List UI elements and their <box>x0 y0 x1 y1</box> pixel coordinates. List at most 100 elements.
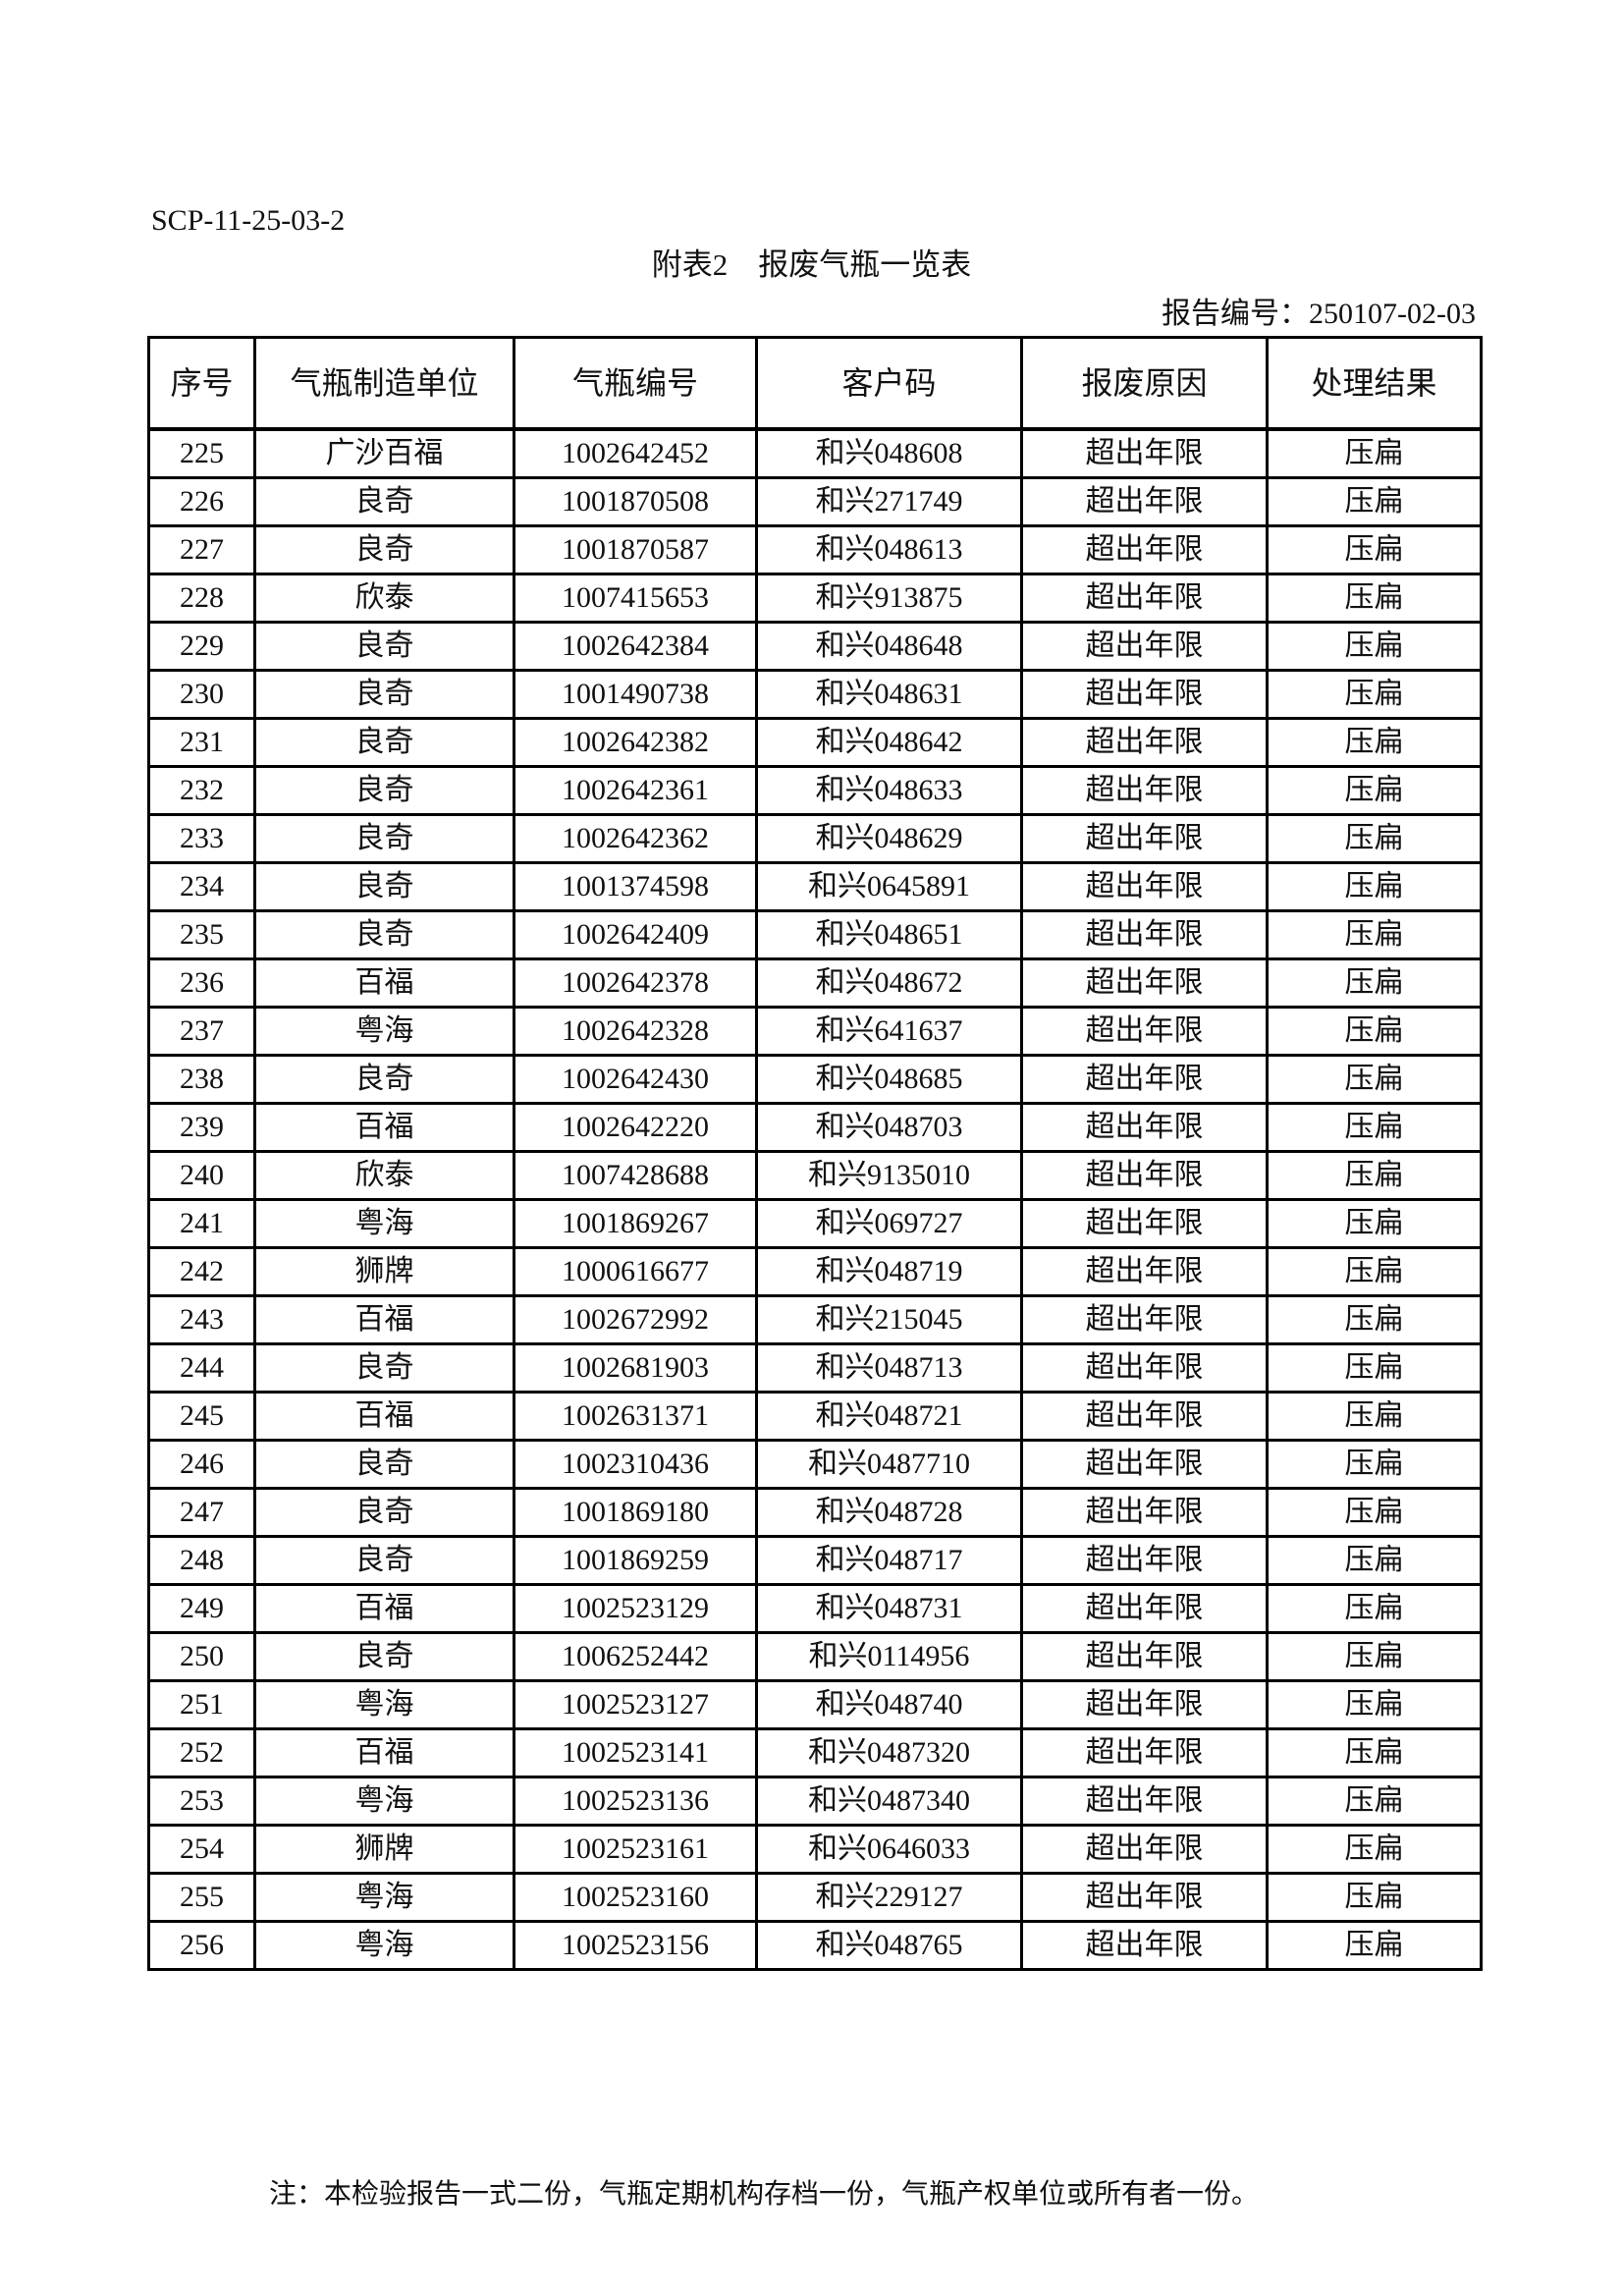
col-result-cell: 压扁 <box>1266 1391 1483 1442</box>
col-scrap-reason-cell: 超出年限 <box>1020 1872 1269 1923</box>
col-manufacturer-cell: 良奇 <box>253 621 515 672</box>
col-result-cell: 压扁 <box>1266 1824 1483 1875</box>
col-cylinder-no-cell: 1002642430 <box>513 1054 758 1105</box>
col-cylinder-no-cell: 1002523127 <box>513 1679 758 1730</box>
col-result-cell: 压扁 <box>1266 1198 1483 1249</box>
col-scrap-reason-cell: 超出年限 <box>1020 1439 1269 1490</box>
col-manufacturer-cell: 良奇 <box>253 909 515 960</box>
col-manufacturer-cell: 良奇 <box>253 813 515 864</box>
col-result-cell: 压扁 <box>1266 1487 1483 1538</box>
table-row: 234 良奇 1001374598 和兴0645891 超出年限 压扁 <box>147 861 1483 912</box>
col-scrap-reason-cell: 超出年限 <box>1020 1679 1269 1730</box>
header-col-manufacturer: 气瓶制造单位 <box>253 336 515 431</box>
col-scrap-reason-cell: 超出年限 <box>1020 1776 1269 1827</box>
col-manufacturer-cell: 良奇 <box>253 1054 515 1105</box>
table-row: 227 良奇 1001870587 和兴048613 超出年限 压扁 <box>147 524 1483 575</box>
col-index-cell: 235 <box>147 909 256 960</box>
col-index-cell: 228 <box>147 573 256 624</box>
col-result-cell: 压扁 <box>1266 476 1483 527</box>
col-cylinder-no-cell: 1007415653 <box>513 573 758 624</box>
col-index-cell: 239 <box>147 1102 256 1153</box>
col-scrap-reason-cell: 超出年限 <box>1020 573 1269 624</box>
col-result-cell: 压扁 <box>1266 524 1483 575</box>
header-col-customer-code: 客户码 <box>755 336 1023 431</box>
table-row: 235 良奇 1002642409 和兴048651 超出年限 压扁 <box>147 909 1483 960</box>
col-customer-code-cell: 和兴048648 <box>755 621 1023 672</box>
col-cylinder-no-cell: 1001870587 <box>513 524 758 575</box>
col-customer-code-cell: 和兴048728 <box>755 1487 1023 1538</box>
col-scrap-reason-cell: 超出年限 <box>1020 524 1269 575</box>
col-cylinder-no-cell: 1002672992 <box>513 1294 758 1345</box>
col-cylinder-no-cell: 1001869259 <box>513 1535 758 1586</box>
col-cylinder-no-cell: 1006252442 <box>513 1631 758 1682</box>
col-scrap-reason-cell: 超出年限 <box>1020 1487 1269 1538</box>
col-scrap-reason-cell: 超出年限 <box>1020 957 1269 1009</box>
col-scrap-reason-cell: 超出年限 <box>1020 1583 1269 1634</box>
col-customer-code-cell: 和兴215045 <box>755 1294 1023 1345</box>
col-customer-code-cell: 和兴048719 <box>755 1246 1023 1297</box>
col-index-cell: 225 <box>147 427 256 479</box>
col-scrap-reason-cell: 超出年限 <box>1020 621 1269 672</box>
col-index-cell: 247 <box>147 1487 256 1538</box>
col-scrap-reason-cell: 超出年限 <box>1020 1054 1269 1105</box>
col-scrap-reason-cell: 超出年限 <box>1020 1824 1269 1875</box>
header-col-result: 处理结果 <box>1266 336 1483 431</box>
col-manufacturer-cell: 粤海 <box>253 1872 515 1923</box>
header-col-cylinder-no: 气瓶编号 <box>513 336 758 431</box>
col-customer-code-cell: 和兴048672 <box>755 957 1023 1009</box>
table-row: 232 良奇 1002642361 和兴048633 超出年限 压扁 <box>147 765 1483 816</box>
col-scrap-reason-cell: 超出年限 <box>1020 1727 1269 1778</box>
table-row: 245 百福 1002631371 和兴048721 超出年限 压扁 <box>147 1391 1483 1442</box>
col-cylinder-no-cell: 1002642220 <box>513 1102 758 1153</box>
table-row: 242 狮牌 1000616677 和兴048719 超出年限 压扁 <box>147 1246 1483 1297</box>
col-manufacturer-cell: 广沙百福 <box>253 427 515 479</box>
table-row: 243 百福 1002672992 和兴215045 超出年限 压扁 <box>147 1294 1483 1345</box>
col-customer-code-cell: 和兴0487320 <box>755 1727 1023 1778</box>
col-result-cell: 压扁 <box>1266 813 1483 864</box>
col-index-cell: 246 <box>147 1439 256 1490</box>
report-number: 报告编号：250107-02-03 <box>1162 298 1476 330</box>
col-manufacturer-cell: 百福 <box>253 957 515 1009</box>
col-customer-code-cell: 和兴9135010 <box>755 1150 1023 1201</box>
col-customer-code-cell: 和兴0114956 <box>755 1631 1023 1682</box>
col-cylinder-no-cell: 1001869267 <box>513 1198 758 1249</box>
col-customer-code-cell: 和兴048631 <box>755 669 1023 720</box>
table-row: 248 良奇 1001869259 和兴048717 超出年限 压扁 <box>147 1535 1483 1586</box>
col-manufacturer-cell: 欣泰 <box>253 1150 515 1201</box>
col-manufacturer-cell: 狮牌 <box>253 1246 515 1297</box>
col-index-cell: 227 <box>147 524 256 575</box>
col-customer-code-cell: 和兴0645891 <box>755 861 1023 912</box>
col-scrap-reason-cell: 超出年限 <box>1020 1391 1269 1442</box>
col-cylinder-no-cell: 1001490738 <box>513 669 758 720</box>
col-cylinder-no-cell: 1002631371 <box>513 1391 758 1442</box>
col-index-cell: 250 <box>147 1631 256 1682</box>
col-cylinder-no-cell: 1000616677 <box>513 1246 758 1297</box>
table-row: 229 良奇 1002642384 和兴048648 超出年限 压扁 <box>147 621 1483 672</box>
col-customer-code-cell: 和兴048717 <box>755 1535 1023 1586</box>
col-result-cell: 压扁 <box>1266 1439 1483 1490</box>
col-cylinder-no-cell: 1002642328 <box>513 1006 758 1057</box>
col-manufacturer-cell: 良奇 <box>253 1631 515 1682</box>
col-manufacturer-cell: 良奇 <box>253 1342 515 1394</box>
col-index-cell: 240 <box>147 1150 256 1201</box>
col-index-cell: 230 <box>147 669 256 720</box>
table-row: 255 粤海 1002523160 和兴229127 超出年限 压扁 <box>147 1872 1483 1923</box>
col-result-cell: 压扁 <box>1266 1776 1483 1827</box>
col-cylinder-no-cell: 1002523136 <box>513 1776 758 1827</box>
col-result-cell: 压扁 <box>1266 861 1483 912</box>
col-index-cell: 238 <box>147 1054 256 1105</box>
col-index-cell: 232 <box>147 765 256 816</box>
table-row: 247 良奇 1001869180 和兴048728 超出年限 压扁 <box>147 1487 1483 1538</box>
col-index-cell: 244 <box>147 1342 256 1394</box>
col-customer-code-cell: 和兴641637 <box>755 1006 1023 1057</box>
table-row: 249 百福 1002523129 和兴048731 超出年限 压扁 <box>147 1583 1483 1634</box>
col-customer-code-cell: 和兴271749 <box>755 476 1023 527</box>
col-scrap-reason-cell: 超出年限 <box>1020 476 1269 527</box>
col-customer-code-cell: 和兴048685 <box>755 1054 1023 1105</box>
col-scrap-reason-cell: 超出年限 <box>1020 1102 1269 1153</box>
col-result-cell: 压扁 <box>1266 1342 1483 1394</box>
col-index-cell: 231 <box>147 717 256 768</box>
col-result-cell: 压扁 <box>1266 1294 1483 1345</box>
col-index-cell: 249 <box>147 1583 256 1634</box>
col-result-cell: 压扁 <box>1266 621 1483 672</box>
